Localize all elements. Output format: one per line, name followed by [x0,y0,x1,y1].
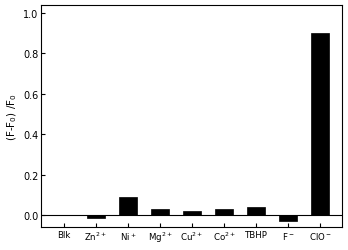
Bar [279,215,297,221]
Bar [247,207,265,215]
Bar [215,209,233,215]
Bar [87,215,105,218]
Bar [151,209,169,215]
Bar [183,211,201,215]
Y-axis label: (F-F$_0$) /F$_0$: (F-F$_0$) /F$_0$ [6,93,19,140]
Bar [311,34,329,215]
Bar [119,197,137,215]
